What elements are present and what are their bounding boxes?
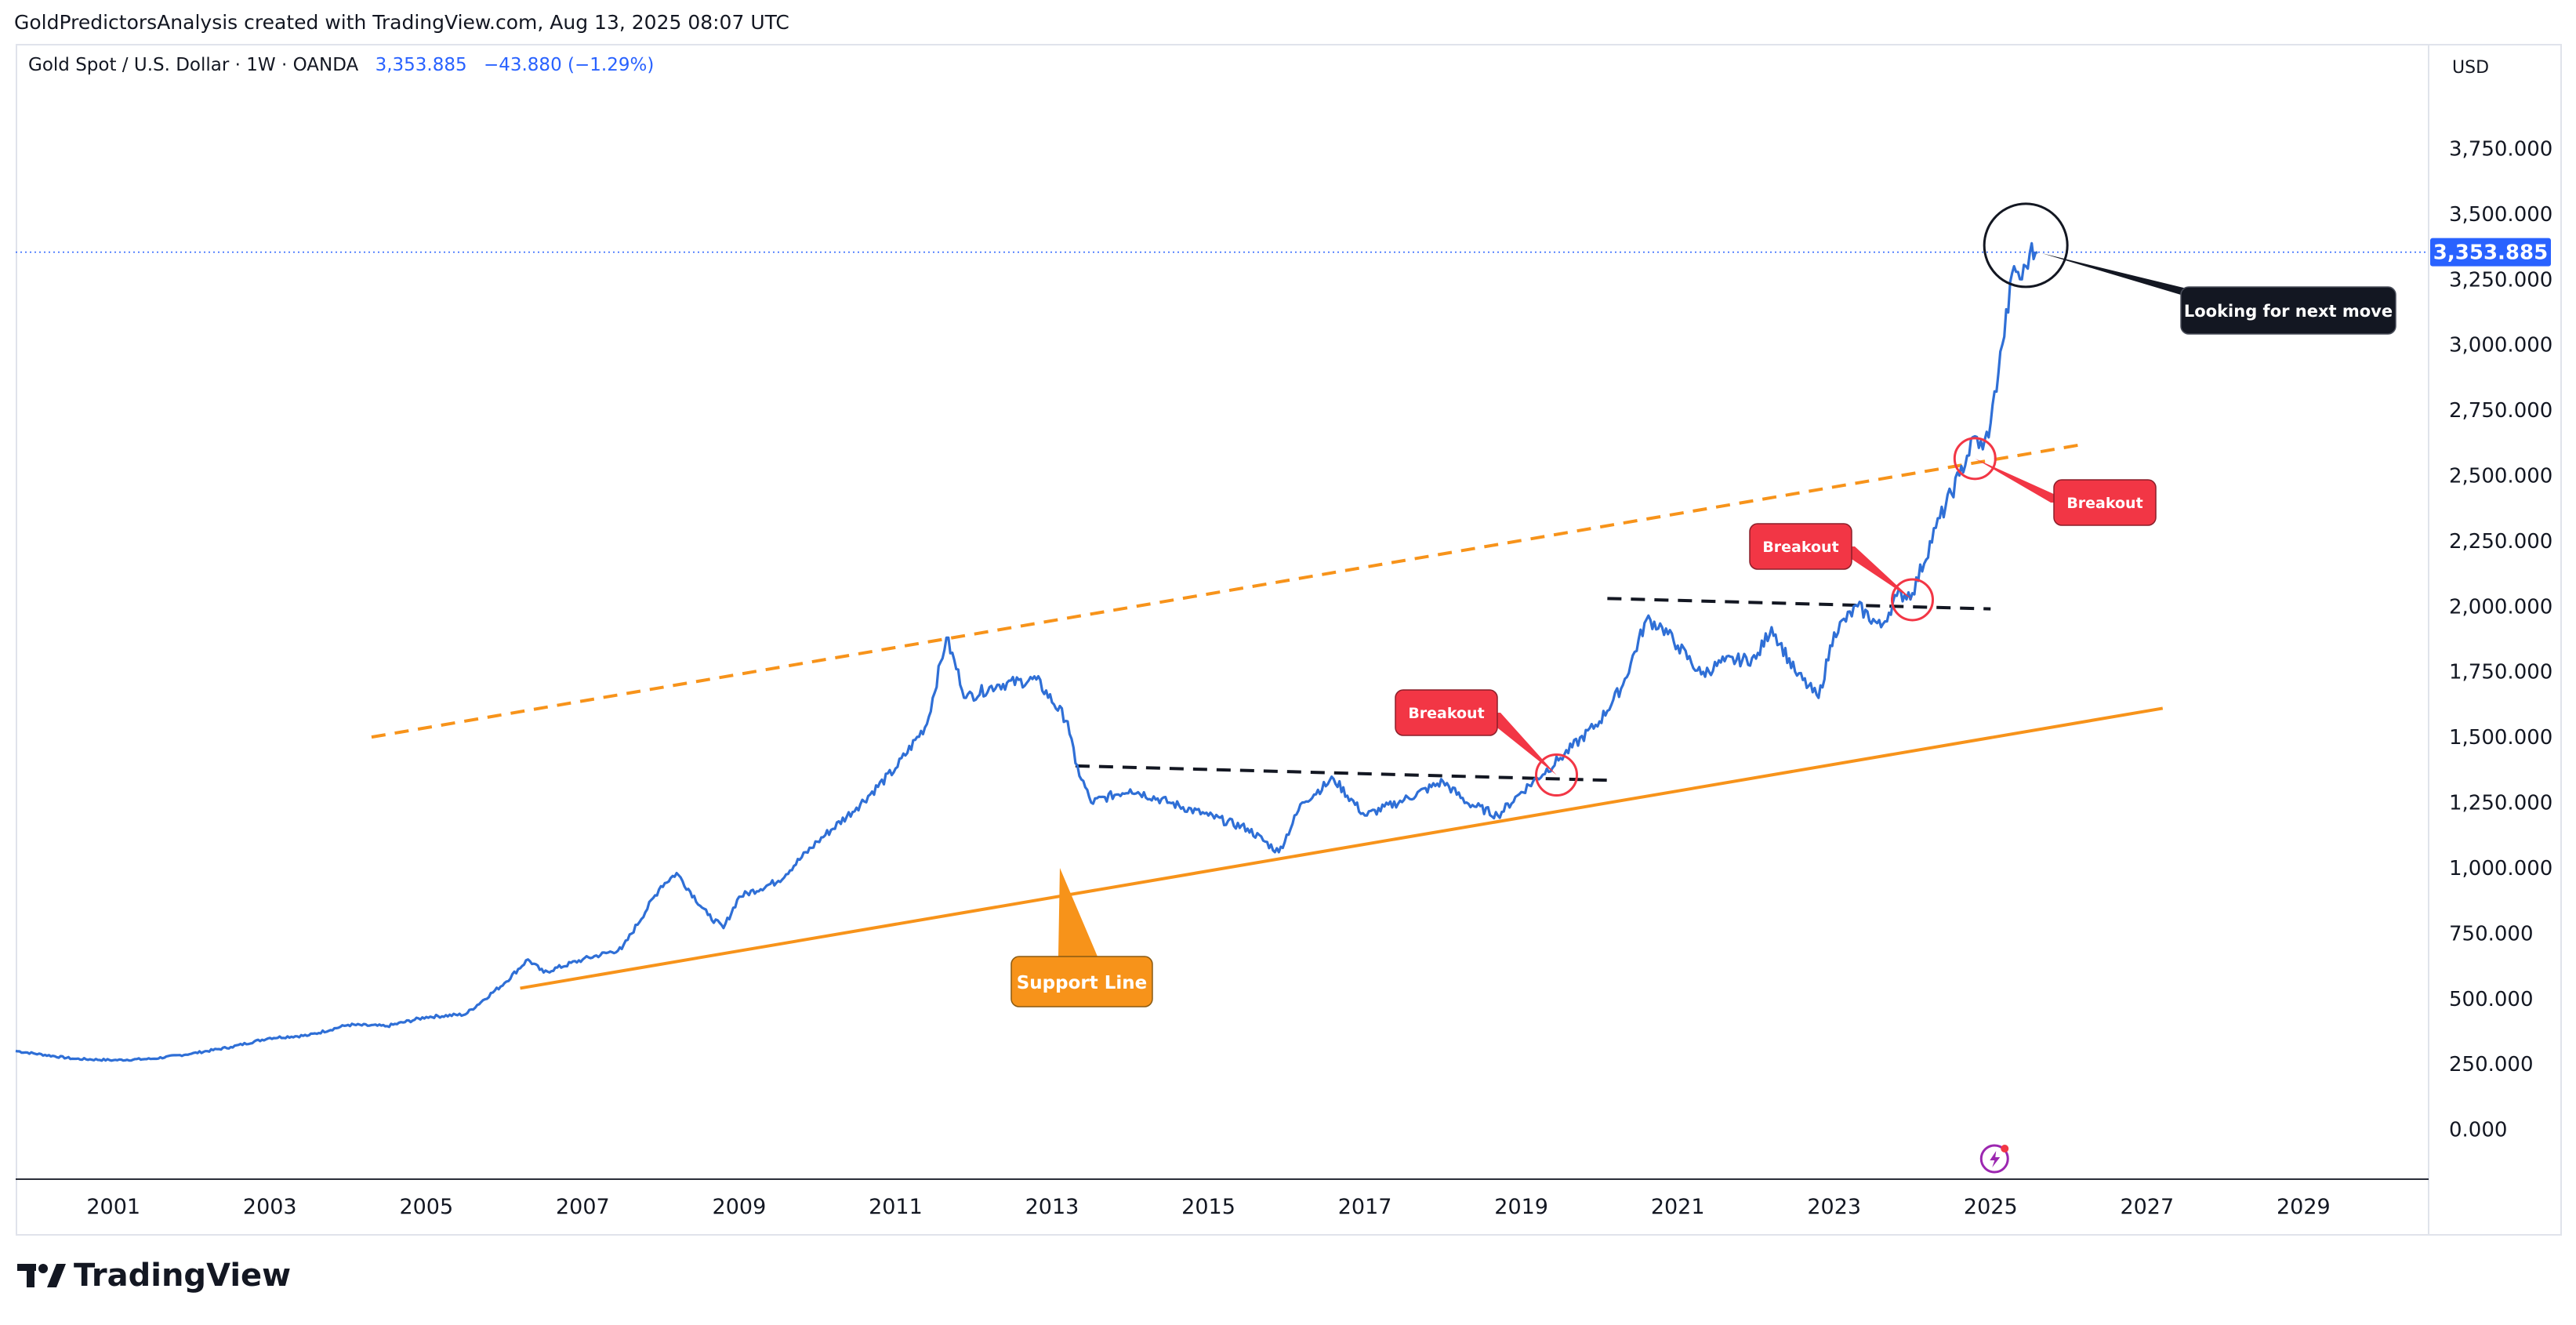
- y-tick-label: 500.000: [2449, 988, 2534, 1011]
- y-tick-label: 3,250.000: [2449, 268, 2552, 292]
- tradingview-logo-text: TradingView: [74, 1258, 292, 1294]
- y-tick-label: 2,500.000: [2449, 465, 2552, 488]
- y-tick-label: 750.000: [2449, 922, 2534, 946]
- breakout-callout: [2053, 479, 2157, 526]
- breakout-label: Breakout: [2066, 495, 2142, 512]
- lightning-glyph-icon: [1990, 1151, 2001, 1167]
- chart-frame[interactable]: [16, 44, 2562, 1236]
- price-series-line: [15, 241, 2038, 1062]
- y-tick-label: 1,500.000: [2449, 726, 2552, 750]
- x-tick-label: 2025: [1964, 1195, 2018, 1219]
- y-tick-label: 1,000.000: [2449, 857, 2552, 880]
- support-line: [520, 706, 2164, 990]
- currency-label[interactable]: USD: [2452, 58, 2490, 78]
- support-callout: [1010, 956, 1153, 1007]
- breakout-pointer: [1478, 713, 1557, 775]
- resistance-line-1: [1075, 764, 1608, 782]
- breakout-circle: [1953, 437, 1997, 481]
- y-tick-label: 2,000.000: [2449, 595, 2552, 619]
- tradingview-logo[interactable]: TradingView: [17, 1258, 291, 1294]
- breakout-callout: [1395, 689, 1498, 736]
- support-label: Support Line: [1017, 973, 1148, 993]
- tradingview-logo-icon: [17, 1264, 66, 1287]
- symbol-legend[interactable]: Gold Spot / U.S. Dollar · 1W · OANDA 3,3…: [28, 55, 654, 75]
- y-tick-label: 250.000: [2449, 1053, 2534, 1076]
- breakout-label: Breakout: [1408, 705, 1484, 722]
- breakout-circle: [1890, 578, 1934, 622]
- breakout-label: Breakout: [1762, 539, 1838, 556]
- next-move-pointer: [2041, 252, 2212, 295]
- y-tick-label: 3,750.000: [2449, 137, 2552, 161]
- legend-price: 3,353.885: [375, 55, 467, 75]
- x-tick-label: 2007: [556, 1195, 610, 1219]
- x-tick-label: 2009: [713, 1195, 767, 1219]
- x-tick-label: 2017: [1338, 1195, 1392, 1219]
- y-tick-label: 1,750.000: [2449, 661, 2552, 684]
- x-tick-label: 2005: [399, 1195, 453, 1219]
- chart-caption: GoldPredictorsAnalysis created with Trad…: [14, 11, 789, 34]
- x-tick-label: 2013: [1025, 1195, 1079, 1219]
- x-tick-label: 2027: [2120, 1195, 2174, 1219]
- x-tick-label: 2021: [1651, 1195, 1705, 1219]
- symbol-title: Gold Spot / U.S. Dollar · 1W · OANDA: [28, 55, 359, 75]
- breakout-circle: [1535, 753, 1579, 797]
- breakout-callout: [1749, 523, 1852, 570]
- x-tick-label: 2029: [2277, 1195, 2331, 1219]
- breakout-pointer: [1975, 458, 2073, 503]
- legend-change: −43.880 (−1.29%): [483, 55, 655, 75]
- resistance-line-2: [1607, 597, 1991, 611]
- x-tick-label: 2023: [1807, 1195, 1861, 1219]
- support-pointer: [1058, 867, 1098, 957]
- y-tick-label: 0.000: [2449, 1119, 2507, 1142]
- y-tick-label: 2,750.000: [2449, 399, 2552, 423]
- y-tick-label: 3,500.000: [2449, 203, 2552, 227]
- x-tick-label: 2003: [243, 1195, 297, 1219]
- x-tick-label: 2011: [869, 1195, 923, 1219]
- x-tick-label: 2019: [1494, 1195, 1548, 1219]
- y-tick-label: 2,250.000: [2449, 530, 2552, 554]
- next-move-label: Looking for next move: [2184, 302, 2393, 321]
- y-tick-label: 3,000.000: [2449, 334, 2552, 358]
- upper-channel-line: [371, 442, 2085, 739]
- x-tick-label: 2015: [1181, 1195, 1235, 1219]
- x-tick-label: 2001: [86, 1195, 140, 1219]
- last-price-badge: [2430, 238, 2551, 267]
- y-tick-label: 1,250.000: [2449, 792, 2552, 815]
- top-circle: [1983, 202, 2069, 289]
- breakout-pointer: [1833, 546, 1913, 600]
- event-dot-icon: [2001, 1145, 2009, 1153]
- next-move-callout: [2180, 286, 2396, 335]
- last-price-label: 3,353.885: [2433, 241, 2548, 265]
